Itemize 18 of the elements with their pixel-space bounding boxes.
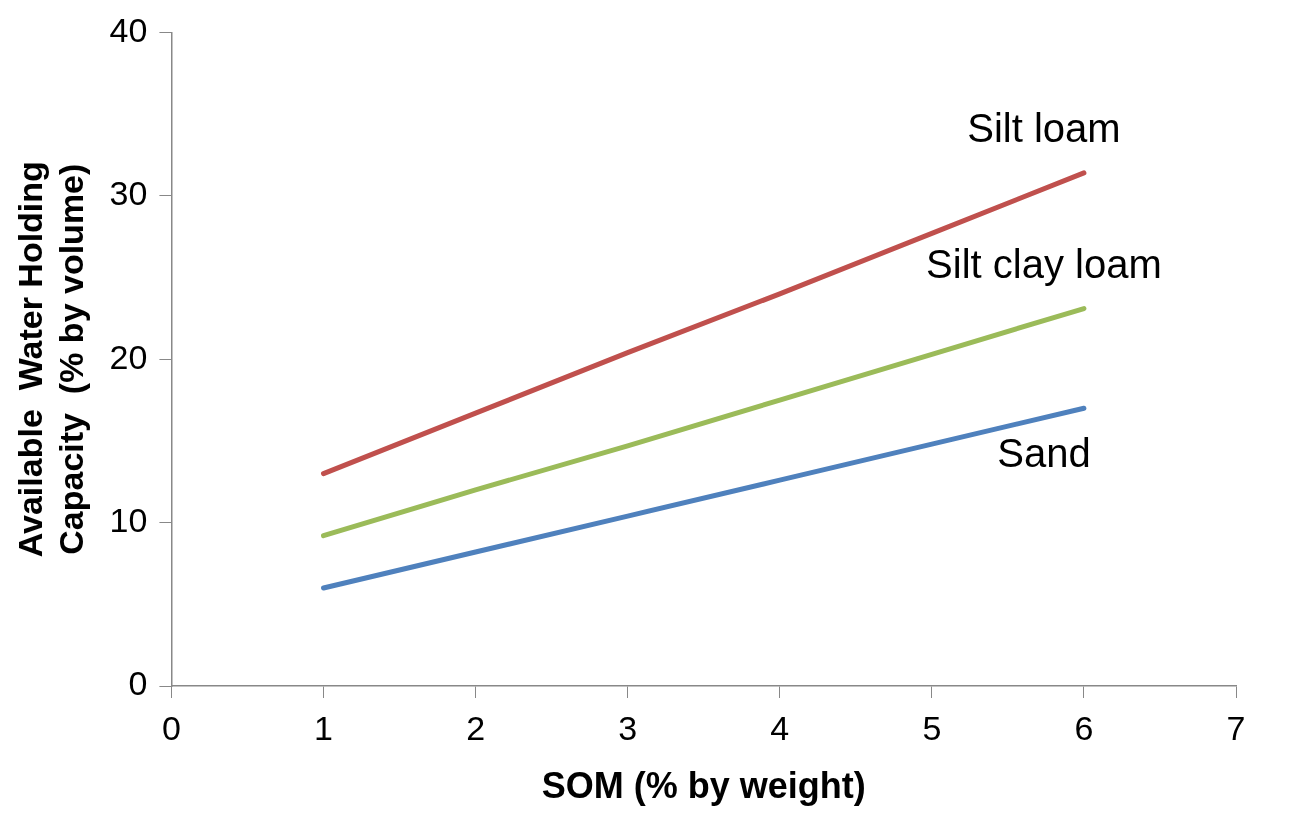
x-tick-label: 6 (1074, 708, 1094, 747)
y-tick-label: 30 (109, 174, 148, 213)
x-tick-label: 2 (466, 708, 486, 747)
series-label: Sand (997, 431, 1091, 476)
y-tick-label: 0 (128, 664, 148, 703)
x-tick-label: 5 (922, 708, 942, 747)
x-tick-label: 3 (618, 708, 638, 747)
y-axis-title: Available Water Holding Capacity (% by volume) (10, 161, 90, 558)
x-tick-label: 4 (770, 708, 790, 747)
x-axis-title: SOM (% by weight) (541, 765, 866, 807)
series-label: Silt loam (967, 105, 1121, 150)
y-tick-label: 40 (109, 10, 148, 49)
series-label: Silt clay loam (926, 241, 1162, 286)
y-tick-label: 20 (109, 337, 148, 376)
x-tick-label: 7 (1226, 708, 1246, 747)
y-tick-label: 10 (109, 500, 148, 539)
x-tick-label: 1 (314, 708, 333, 747)
x-tick-label: 0 (161, 708, 181, 747)
